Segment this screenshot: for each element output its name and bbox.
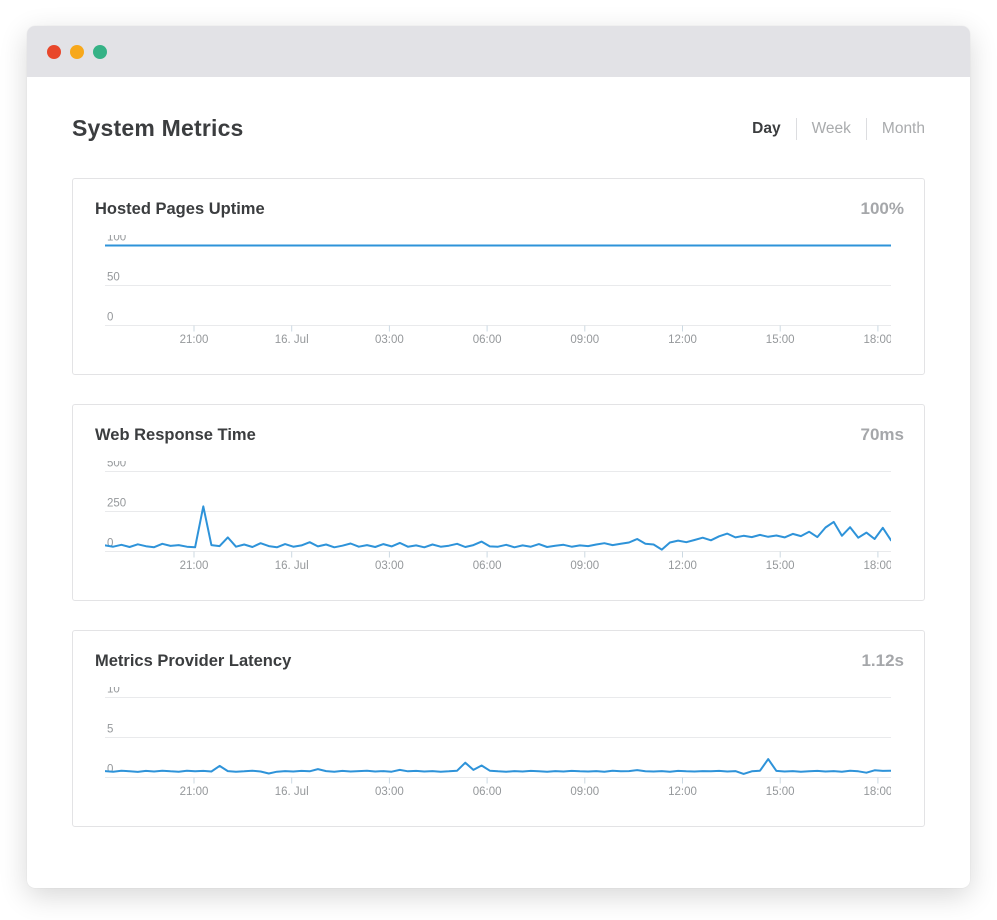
tab-separator — [865, 117, 867, 140]
x-tick-label: 15:00 — [766, 786, 795, 798]
tab-month[interactable]: Month — [881, 119, 925, 137]
card-header: Metrics Provider Latency 1.12s — [73, 631, 924, 671]
app-window: System Metrics Day Week Month Hosted Pag… — [27, 26, 970, 888]
x-tick-label: 18:00 — [864, 334, 891, 346]
x-tick-label: 21:00 — [180, 560, 209, 572]
y-tick-label: 50 — [107, 272, 120, 284]
chart-svg: 100 50 0 21:00 16. Jul 03:00 06:00 09:00 12:00 15… — [104, 232, 892, 346]
tab-separator — [795, 117, 797, 140]
card-title: Web Response Time — [95, 426, 256, 444]
x-tick-label: 06:00 — [473, 786, 502, 798]
x-tick-label: 15:00 — [766, 560, 795, 572]
x-tick-label: 21:00 — [180, 786, 209, 798]
card-header: Web Response Time 70ms — [73, 405, 924, 445]
x-tick-label: 09:00 — [570, 560, 599, 572]
y-tick-label: 0 — [107, 764, 113, 776]
x-tick-label: 03:00 — [375, 786, 404, 798]
expand-button[interactable] — [93, 44, 107, 59]
x-tick-label: 03:00 — [375, 334, 404, 346]
latency-chart[interactable]: 10 5 0 21:00 16. Jul 03:00 06:00 09:00 12:00 15:0… — [104, 684, 892, 807]
current-value-badge: 70ms — [860, 425, 904, 444]
x-tick-label: 06:00 — [473, 334, 502, 346]
uptime-chart[interactable]: 100 50 0 21:00 16. Jul 03:00 06:00 09:00 12:00 15… — [104, 232, 892, 355]
x-tick-label: 03:00 — [375, 560, 404, 572]
x-tick-label: 16. Jul — [275, 786, 309, 798]
metric-line — [104, 758, 892, 775]
page-title: System Metrics — [72, 115, 244, 141]
x-tick-label: 09:00 — [570, 786, 599, 798]
tab-week[interactable]: Week — [811, 119, 851, 137]
x-tick-label: 06:00 — [473, 560, 502, 572]
x-tick-label: 18:00 — [864, 560, 891, 572]
minimize-button[interactable] — [70, 44, 84, 59]
x-tick-label: 16. Jul — [275, 560, 309, 572]
latency-card: Metrics Provider Latency 1.12s 10 5 0 21:00… — [72, 630, 925, 827]
y-tick-label: 500 — [107, 461, 126, 470]
metric-line — [104, 505, 892, 551]
time-range-tabs: Day Week Month — [752, 117, 925, 140]
card-title: Metrics Provider Latency — [95, 652, 292, 670]
x-tick-label: 12:00 — [668, 560, 697, 572]
x-tick-label: 15:00 — [766, 334, 795, 346]
chart-svg: 10 5 0 21:00 16. Jul 03:00 06:00 09:00 12:00 15:0… — [104, 684, 892, 798]
y-tick-label: 5 — [107, 724, 113, 736]
current-value-badge: 100% — [860, 199, 904, 218]
current-value-badge: 1.12s — [861, 651, 904, 670]
page-header: System Metrics Day Week Month — [72, 115, 925, 142]
response-time-card: Web Response Time 70ms 500 250 0 21:00 16. J… — [72, 404, 925, 601]
x-tick-label: 12:00 — [668, 786, 697, 798]
x-tick-label: 21:00 — [180, 334, 209, 346]
close-button[interactable] — [47, 44, 61, 59]
x-tick-label: 16. Jul — [275, 334, 309, 346]
card-title: Hosted Pages Uptime — [95, 200, 265, 218]
y-tick-label: 10 — [107, 687, 120, 696]
y-tick-label: 100 — [107, 235, 126, 244]
page-content: System Metrics Day Week Month Hosted Pag… — [27, 115, 970, 827]
x-tick-label: 12:00 — [668, 334, 697, 346]
y-tick-label: 0 — [107, 312, 113, 324]
window-titlebar — [27, 26, 970, 77]
y-tick-label: 0 — [107, 538, 113, 550]
y-tick-label: 250 — [107, 498, 126, 510]
tab-day[interactable]: Day — [752, 119, 781, 137]
chart-svg: 500 250 0 21:00 16. Jul 03:00 06:00 09:00 12:00 1… — [104, 458, 892, 572]
uptime-card: Hosted Pages Uptime 100% 100 50 0 21:00 16. … — [72, 178, 925, 375]
x-tick-label: 18:00 — [864, 786, 891, 798]
x-tick-label: 09:00 — [570, 334, 599, 346]
card-header: Hosted Pages Uptime 100% — [73, 179, 924, 219]
response-time-chart[interactable]: 500 250 0 21:00 16. Jul 03:00 06:00 09:00 12:00 1… — [104, 458, 892, 581]
